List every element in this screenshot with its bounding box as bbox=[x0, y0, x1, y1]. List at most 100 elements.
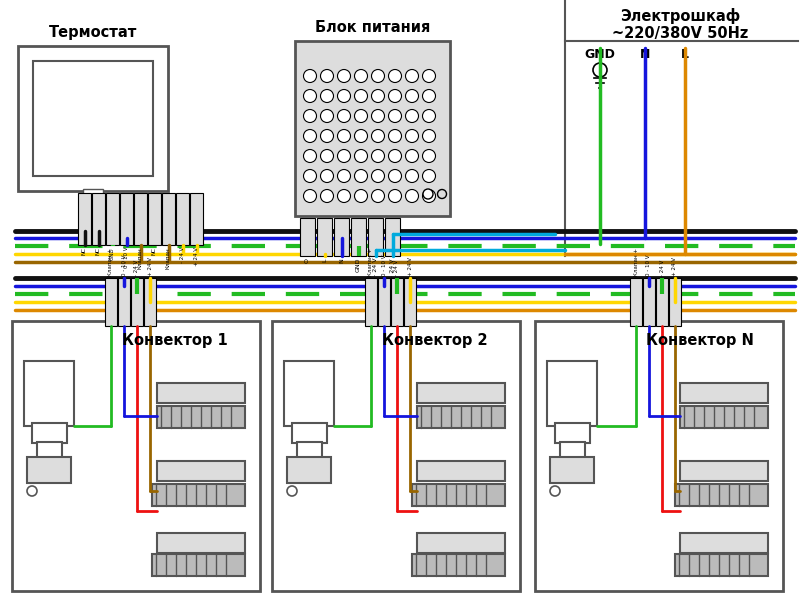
Bar bbox=[385, 218, 400, 256]
Ellipse shape bbox=[354, 190, 367, 202]
Bar bbox=[417, 383, 505, 403]
Bar bbox=[404, 278, 416, 326]
Bar bbox=[33, 61, 153, 176]
Bar bbox=[547, 361, 597, 426]
Bar bbox=[300, 218, 315, 256]
Text: Конвектор 1: Конвектор 1 bbox=[122, 333, 228, 348]
Ellipse shape bbox=[550, 486, 560, 496]
Bar bbox=[351, 218, 366, 256]
Ellipse shape bbox=[321, 150, 334, 162]
Text: + 24 V: + 24 V bbox=[147, 257, 153, 276]
Text: - 24 V: - 24 V bbox=[134, 260, 139, 276]
Ellipse shape bbox=[303, 150, 317, 162]
Bar bbox=[120, 193, 133, 245]
Bar bbox=[287, 457, 331, 483]
Bar bbox=[675, 484, 768, 506]
Ellipse shape bbox=[354, 110, 367, 122]
Bar bbox=[190, 193, 203, 245]
Bar bbox=[18, 46, 168, 191]
Ellipse shape bbox=[338, 110, 350, 122]
Bar bbox=[297, 442, 322, 459]
Ellipse shape bbox=[371, 70, 385, 82]
Ellipse shape bbox=[389, 190, 402, 202]
Bar bbox=[105, 278, 117, 326]
Bar bbox=[680, 406, 768, 428]
Text: - 24 V: - 24 V bbox=[659, 260, 665, 276]
Bar bbox=[12, 321, 260, 591]
Ellipse shape bbox=[422, 190, 435, 202]
Bar bbox=[272, 321, 520, 591]
Text: Термостат: Термостат bbox=[49, 25, 137, 40]
Ellipse shape bbox=[422, 110, 435, 122]
Text: + 24 V: + 24 V bbox=[673, 257, 678, 276]
Bar bbox=[157, 406, 245, 428]
Bar bbox=[27, 457, 71, 483]
Ellipse shape bbox=[422, 170, 435, 182]
Bar bbox=[32, 423, 67, 443]
Text: L: L bbox=[681, 48, 689, 61]
Ellipse shape bbox=[303, 170, 317, 182]
Bar bbox=[680, 533, 768, 553]
Bar bbox=[365, 278, 377, 326]
Bar bbox=[317, 218, 332, 256]
Ellipse shape bbox=[406, 110, 418, 122]
Bar bbox=[106, 193, 119, 245]
Ellipse shape bbox=[406, 90, 418, 102]
Bar bbox=[550, 457, 594, 483]
Ellipse shape bbox=[321, 70, 334, 82]
Ellipse shape bbox=[406, 150, 418, 162]
Bar bbox=[334, 218, 349, 256]
Bar bbox=[118, 278, 130, 326]
Ellipse shape bbox=[422, 130, 435, 142]
Ellipse shape bbox=[354, 170, 367, 182]
Bar bbox=[417, 406, 505, 428]
Text: Клапан +: Клапан + bbox=[369, 248, 374, 276]
Bar bbox=[157, 461, 245, 481]
Ellipse shape bbox=[406, 170, 418, 182]
Bar bbox=[131, 278, 143, 326]
Ellipse shape bbox=[321, 170, 334, 182]
Bar bbox=[680, 461, 768, 481]
Bar bbox=[37, 442, 62, 459]
Ellipse shape bbox=[303, 110, 317, 122]
Bar bbox=[83, 189, 103, 199]
Ellipse shape bbox=[354, 90, 367, 102]
Ellipse shape bbox=[303, 70, 317, 82]
Ellipse shape bbox=[321, 110, 334, 122]
Text: Клапан +: Клапан + bbox=[634, 248, 638, 276]
Text: Клапан +: Клапан + bbox=[109, 248, 114, 276]
Ellipse shape bbox=[338, 70, 350, 82]
Bar bbox=[417, 461, 505, 481]
Ellipse shape bbox=[371, 90, 385, 102]
Ellipse shape bbox=[371, 110, 385, 122]
Text: Конвектор 2: Конвектор 2 bbox=[382, 333, 488, 348]
Text: - 24 V: - 24 V bbox=[373, 258, 378, 276]
Text: 0 - 10 V: 0 - 10 V bbox=[382, 255, 386, 276]
Bar bbox=[675, 554, 768, 576]
Ellipse shape bbox=[389, 170, 402, 182]
Ellipse shape bbox=[354, 70, 367, 82]
Text: NC: NC bbox=[82, 247, 87, 255]
Text: L: L bbox=[322, 258, 327, 262]
Text: Электрошкаф
~220/380V 50Hz: Электрошкаф ~220/380V 50Hz bbox=[612, 8, 748, 41]
Ellipse shape bbox=[27, 486, 37, 496]
Text: GND: GND bbox=[110, 247, 115, 259]
Text: 0 - 10 V: 0 - 10 V bbox=[646, 255, 651, 276]
Ellipse shape bbox=[303, 90, 317, 102]
Text: GND: GND bbox=[356, 258, 361, 273]
Bar bbox=[134, 193, 147, 245]
Bar bbox=[284, 361, 334, 426]
Ellipse shape bbox=[354, 130, 367, 142]
Text: Клапан: Клапан bbox=[166, 247, 171, 268]
Ellipse shape bbox=[303, 190, 317, 202]
Bar bbox=[535, 321, 783, 591]
Ellipse shape bbox=[371, 130, 385, 142]
Text: Конвектор N: Конвектор N bbox=[646, 333, 754, 348]
Bar bbox=[656, 278, 668, 326]
Ellipse shape bbox=[321, 190, 334, 202]
Ellipse shape bbox=[389, 150, 402, 162]
Ellipse shape bbox=[389, 110, 402, 122]
Text: + 24 V: + 24 V bbox=[407, 257, 413, 276]
Text: N: N bbox=[339, 258, 344, 263]
Text: + 24 V: + 24 V bbox=[390, 258, 395, 279]
